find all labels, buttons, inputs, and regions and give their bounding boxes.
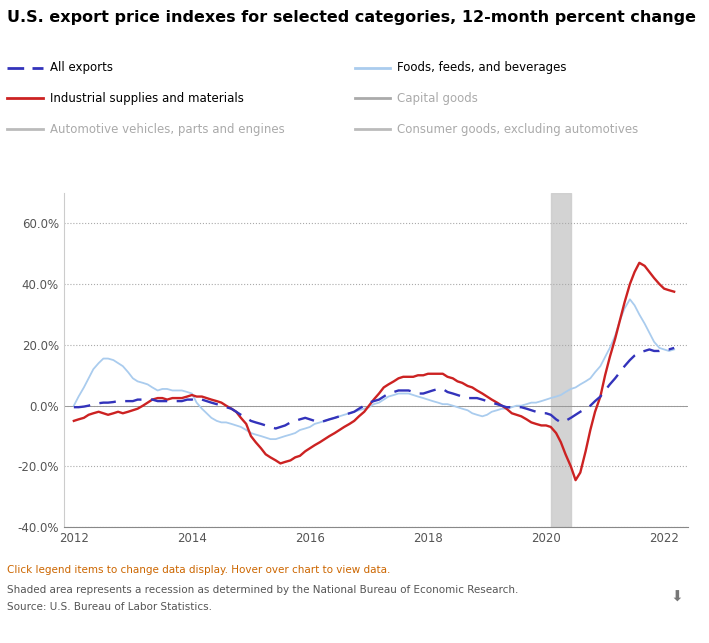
Text: Foods, feeds, and beverages: Foods, feeds, and beverages — [397, 61, 566, 74]
Text: Click legend items to change data display. Hover over chart to view data.: Click legend items to change data displa… — [7, 565, 391, 575]
Text: Capital goods: Capital goods — [397, 92, 478, 105]
Text: U.S. export price indexes for selected categories, 12-month percent change: U.S. export price indexes for selected c… — [7, 10, 696, 24]
Text: Shaded area represents a recession as determined by the National Bureau of Econo: Shaded area represents a recession as de… — [7, 584, 518, 595]
Text: Automotive vehicles, parts and engines: Automotive vehicles, parts and engines — [50, 123, 284, 136]
Text: Consumer goods, excluding automotives: Consumer goods, excluding automotives — [397, 123, 638, 136]
Text: Industrial supplies and materials: Industrial supplies and materials — [50, 92, 243, 105]
Text: All exports: All exports — [50, 61, 113, 74]
Bar — [551, 193, 571, 527]
Text: ⬇: ⬇ — [671, 590, 683, 604]
Text: Source: U.S. Bureau of Labor Statistics.: Source: U.S. Bureau of Labor Statistics. — [7, 602, 212, 612]
